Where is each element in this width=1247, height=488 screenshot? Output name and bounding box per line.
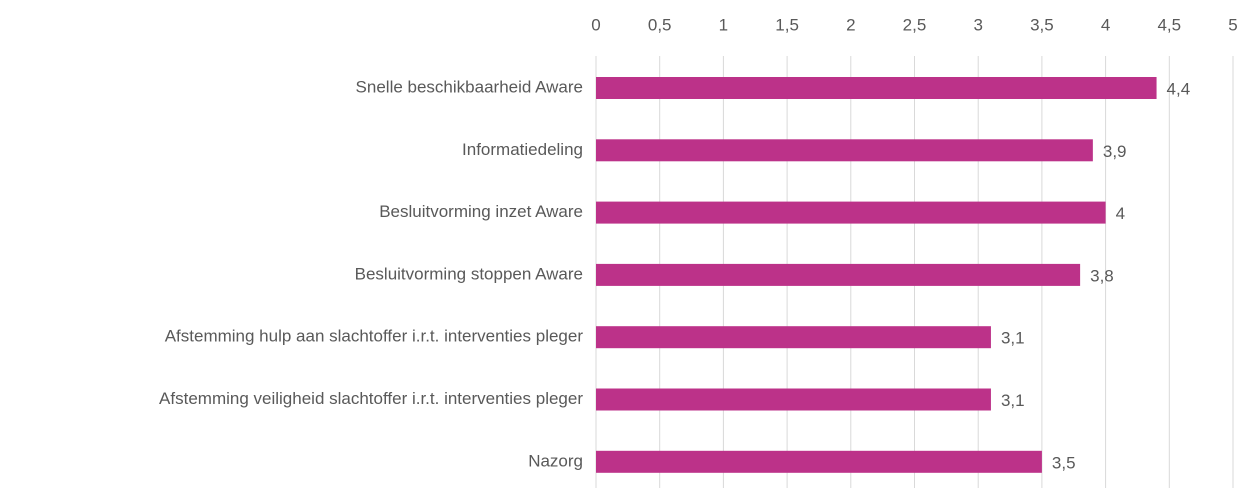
data-label: 4,4	[1167, 79, 1191, 98]
x-tick-label: 2	[846, 15, 855, 34]
x-tick-label: 1,5	[775, 15, 799, 34]
bar	[596, 388, 991, 411]
bar	[596, 263, 1081, 286]
y-tick-label: Afstemming veiligheid slachtoffer i.r.t.…	[159, 389, 583, 408]
bar	[596, 450, 1042, 473]
data-label: 4	[1116, 204, 1125, 223]
y-tick-label: Informatiedeling	[462, 140, 583, 159]
x-tick-label: 3	[973, 15, 982, 34]
bar	[596, 326, 991, 349]
bar	[596, 201, 1106, 224]
y-tick-label: Afstemming hulp aan slachtoffer i.r.t. i…	[165, 327, 584, 346]
x-tick-label: 0,5	[648, 15, 672, 34]
bar	[596, 139, 1093, 162]
x-tick-label: 4	[1101, 15, 1110, 34]
data-label: 3,9	[1103, 142, 1127, 161]
x-tick-label: 1	[719, 15, 728, 34]
data-label: 3,1	[1001, 329, 1025, 348]
x-tick-label: 0	[591, 15, 600, 34]
y-tick-label: Besluitvorming stoppen Aware	[355, 264, 583, 283]
x-tick-label: 5	[1228, 15, 1237, 34]
x-tick-label: 3,5	[1030, 15, 1054, 34]
x-tick-label: 2,5	[903, 15, 927, 34]
x-tick-label: 4,5	[1157, 15, 1181, 34]
data-label: 3,1	[1001, 391, 1025, 410]
bar	[596, 77, 1157, 99]
data-label: 3,5	[1052, 453, 1076, 472]
y-tick-label: Besluitvorming inzet Aware	[379, 202, 583, 221]
data-label: 3,8	[1090, 266, 1114, 285]
y-tick-label: Nazorg	[528, 451, 583, 470]
y-tick-label: Snelle beschikbaarheid Aware	[356, 77, 583, 96]
